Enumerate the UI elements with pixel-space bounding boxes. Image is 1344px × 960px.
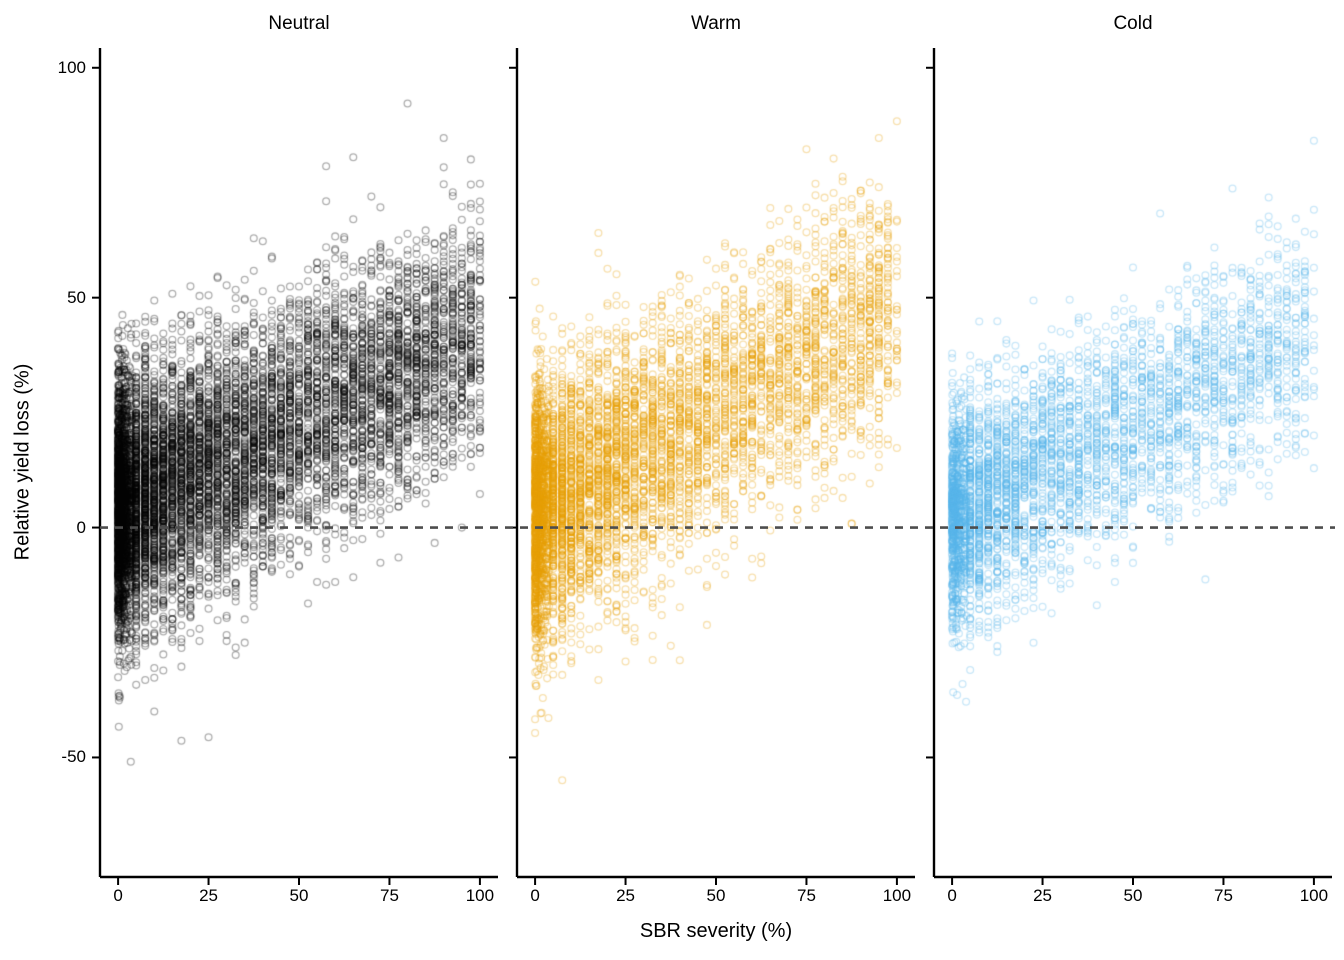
faceted-scatter-figure: Neutral Warm Cold Relative yield loss (%… <box>0 0 1344 960</box>
scatter-points-canvas <box>0 0 1344 960</box>
axes-layer <box>92 48 1335 885</box>
